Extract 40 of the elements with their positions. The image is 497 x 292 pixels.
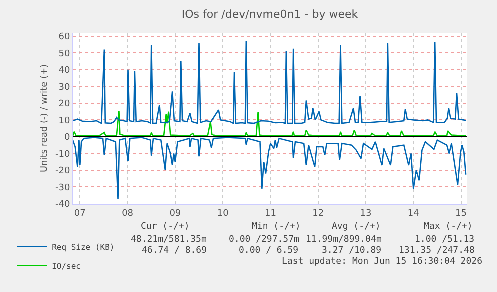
- line-series: [73, 110, 467, 137]
- text: 0.00 /297.57m: [229, 235, 300, 245]
- chart-title: IOs for /dev/nvme0n1 - by week: [182, 8, 359, 21]
- y-tick-label: -10: [55, 150, 70, 160]
- text: 0.00 / 6.59: [239, 246, 299, 256]
- text: Min (-/+): [252, 222, 301, 232]
- x-tick-label: 14: [408, 208, 420, 219]
- text: Cur (-/+): [141, 222, 190, 232]
- y-tick-label: -20: [55, 166, 70, 177]
- text: Max (-/+): [424, 222, 473, 232]
- text: 1.00 /51.13: [415, 235, 475, 245]
- y-tick-label: -40: [55, 200, 70, 210]
- x-tick-label: 12: [312, 208, 324, 219]
- text: 3.27 /10.89: [322, 246, 382, 256]
- text: 46.74 / 8.69: [142, 246, 208, 256]
- legend-label: IO/sec: [52, 262, 82, 271]
- x-tick-label: 10: [217, 208, 230, 219]
- y-tick-label: 60: [58, 32, 70, 42]
- line-series: [73, 137, 467, 200]
- text: Avg (-/+): [332, 222, 381, 232]
- y-tick-label: 20: [58, 100, 70, 110]
- x-tick-label: 09: [170, 208, 182, 219]
- legend-label: Req Size (KB): [52, 242, 115, 252]
- text: Last update: Mon Jun 15 16:30:04 2026: [282, 257, 482, 267]
- y-tick-label: 30: [58, 82, 70, 93]
- y-tick-label: 40: [58, 66, 70, 76]
- x-tick-label: 13: [360, 208, 372, 219]
- line-series: [73, 40, 467, 124]
- y-axis-title: Units read (-) / write (+): [40, 64, 50, 173]
- y-tick-label: 0: [64, 133, 70, 144]
- x-tick-label: 15: [456, 208, 468, 219]
- text: 48.21m/581.35m: [131, 235, 207, 245]
- x-tick-label: 07: [74, 208, 86, 219]
- text: 11.99m/899.04m: [306, 235, 382, 245]
- x-tick-label: 08: [122, 208, 134, 219]
- y-tick-label: 50: [58, 49, 70, 60]
- y-tick-label: 10: [58, 116, 70, 126]
- y-tick-label: -30: [55, 183, 70, 194]
- x-tick-label: 11: [264, 208, 276, 219]
- text: 131.35 /247.48: [399, 246, 475, 256]
